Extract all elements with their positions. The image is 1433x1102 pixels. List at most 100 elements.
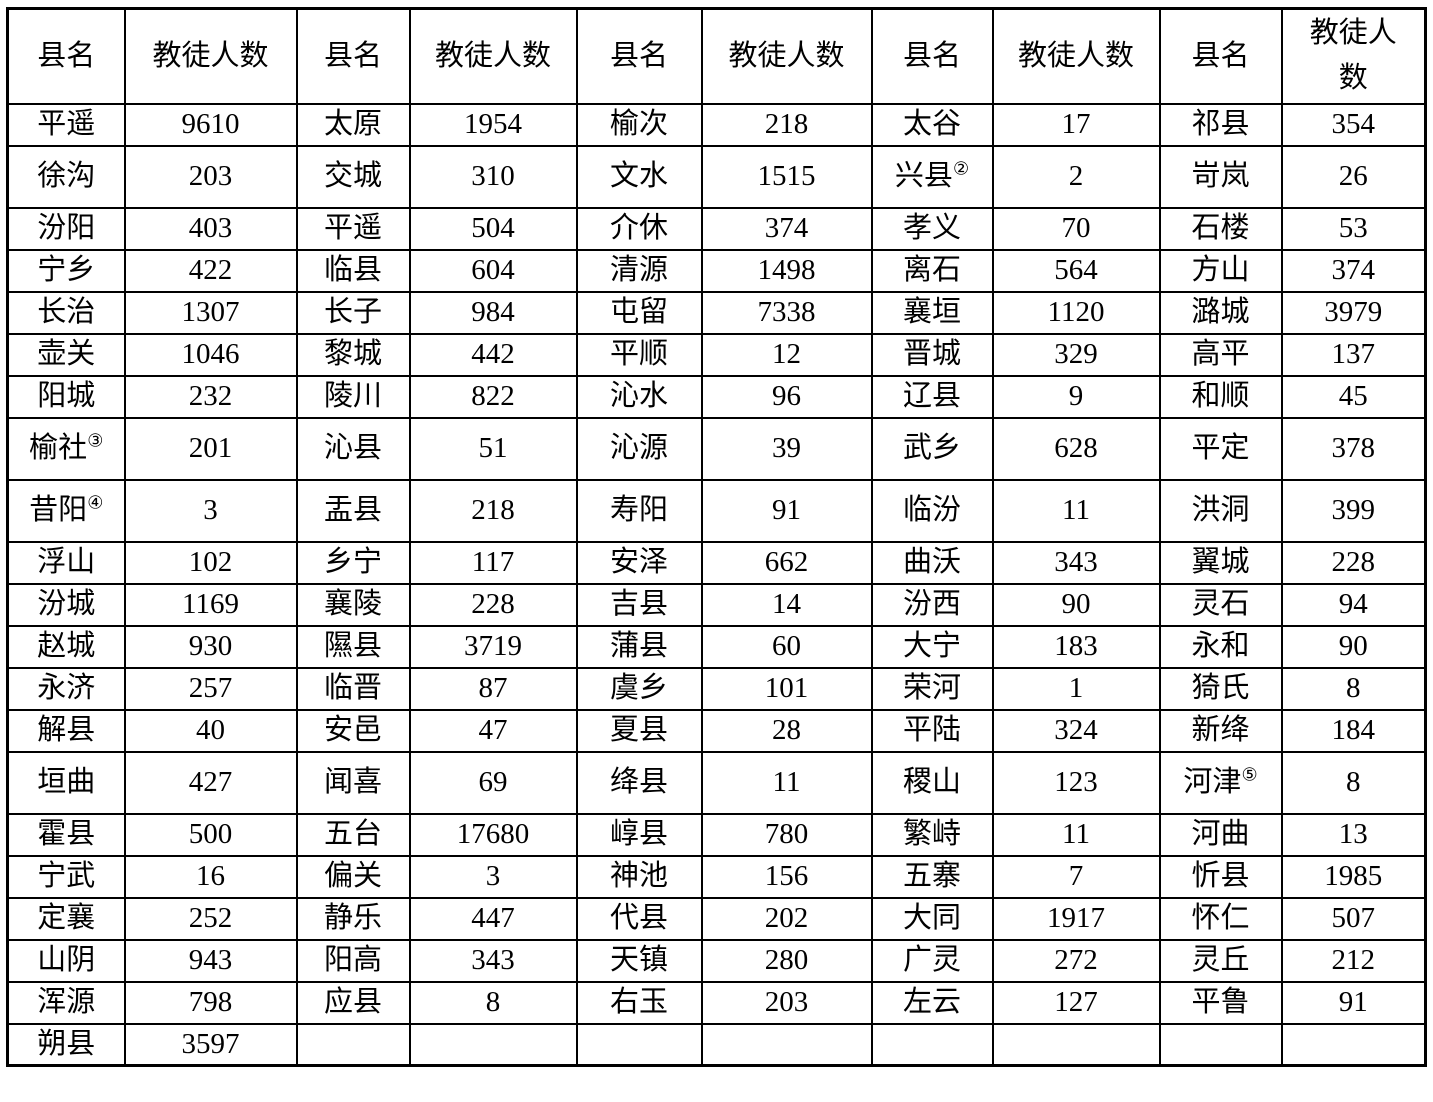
believer-count-cell: 628 — [991, 416, 1161, 481]
believer-count-cell: 11 — [991, 478, 1161, 543]
county-name-cell: 长治 — [6, 290, 126, 335]
table-header: 县名 教徒人数 县名 教徒人数 县名 教徒人数 县名 教徒人数 县名 教徒人数 — [6, 7, 1427, 105]
county-name-cell — [870, 1022, 994, 1067]
county-name-cell: 夏县 — [575, 708, 703, 753]
believer-count-cell: 310 — [408, 144, 578, 209]
county-name-cell: 孝义 — [870, 206, 994, 251]
believer-count-cell: 399 — [1280, 478, 1427, 543]
believer-count-cell: 14 — [700, 582, 873, 627]
county-name-cell — [295, 1022, 411, 1067]
believer-count-cell: 252 — [123, 896, 298, 941]
table-row: 徐沟 203 交城 310 文水 1515 兴县② 2 岢岚 26 — [6, 144, 1427, 209]
count-header: 教徒人数 — [123, 7, 298, 105]
believer-count-cell: 39 — [700, 416, 873, 481]
county-name-cell: 五台 — [295, 812, 411, 857]
county-name-cell: 襄垣 — [870, 290, 994, 335]
count-header: 教徒人数 — [700, 7, 873, 105]
county-name-cell: 洪洞 — [1158, 478, 1283, 543]
believer-count-cell: 17680 — [408, 812, 578, 857]
believer-count-cell: 1169 — [123, 582, 298, 627]
county-name-cell: 霍县 — [6, 812, 126, 857]
county-name-cell: 静乐 — [295, 896, 411, 941]
county-name-cell: 右玉 — [575, 980, 703, 1025]
believer-count-cell: 3597 — [123, 1022, 298, 1067]
county-name-cell: 陵川 — [295, 374, 411, 419]
county-name-cell: 山阴 — [6, 938, 126, 983]
county-name-cell: 蒲县 — [575, 624, 703, 669]
county-header: 县名 — [295, 7, 411, 105]
county-name-cell: 广灵 — [870, 938, 994, 983]
county-name-cell: 平遥 — [6, 102, 126, 147]
believer-count-cell: 203 — [123, 144, 298, 209]
believer-count-cell: 40 — [123, 708, 298, 753]
county-name-cell: 曲沃 — [870, 540, 994, 585]
believer-count-cell — [700, 1022, 873, 1067]
county-name-cell: 永和 — [1158, 624, 1283, 669]
county-name-cell: 应县 — [295, 980, 411, 1025]
county-name-cell: 闻喜 — [295, 750, 411, 815]
believer-count-cell: 798 — [123, 980, 298, 1025]
believer-count-cell: 257 — [123, 666, 298, 711]
believer-count-cell: 218 — [700, 102, 873, 147]
table-row: 阳城 232 陵川 822 沁水 96 辽县 9 和顺 45 — [6, 374, 1427, 419]
count-header-wrapped-label: 教徒人数 — [1309, 17, 1397, 95]
believer-count-cell: 507 — [1280, 896, 1427, 941]
believer-count-cell: 8 — [408, 980, 578, 1025]
county-name-cell: 沁水 — [575, 374, 703, 419]
county-name-cell: 盂县 — [295, 478, 411, 543]
footnote-marker: ④ — [87, 492, 104, 513]
table-body: 平遥 9610 太原 1954 榆次 218 太谷 17 祁县 354 徐沟 203 交城 310 文水 15… — [6, 102, 1427, 1067]
county-header: 县名 — [6, 7, 126, 105]
county-name-cell: 平定 — [1158, 416, 1283, 481]
believer-count-cell: 201 — [123, 416, 298, 481]
believer-count-cell: 127 — [991, 980, 1161, 1025]
county-name-cell: 沁县 — [295, 416, 411, 481]
county-name-cell: 阳城 — [6, 374, 126, 419]
believer-count-cell: 228 — [1280, 540, 1427, 585]
county-name-cell: 黎城 — [295, 332, 411, 377]
count-header: 教徒人数 — [408, 7, 578, 105]
county-name-cell: 绛县 — [575, 750, 703, 815]
believer-count-cell: 28 — [700, 708, 873, 753]
footnote-marker: ③ — [87, 430, 104, 451]
county-name-cell: 徐沟 — [6, 144, 126, 209]
believer-count-cell: 427 — [123, 750, 298, 815]
county-name-cell: 繁峙 — [870, 812, 994, 857]
table-row: 平遥 9610 太原 1954 榆次 218 太谷 17 祁县 354 — [6, 102, 1427, 147]
believer-count-cell: 1515 — [700, 144, 873, 209]
believer-count-cell: 60 — [700, 624, 873, 669]
believer-count-cell: 45 — [1280, 374, 1427, 419]
county-name-cell: 朔县 — [6, 1022, 126, 1067]
table-row: 垣曲 427 闻喜 69 绛县 11 稷山 123 河津⑤ 8 — [6, 750, 1427, 815]
county-name-cell: 临晋 — [295, 666, 411, 711]
believer-count-cell: 102 — [123, 540, 298, 585]
county-name-cell: 河津⑤ — [1158, 750, 1283, 815]
county-name-cell: 大同 — [870, 896, 994, 941]
table-row: 定襄 252 静乐 447 代县 202 大同 1917 怀仁 507 — [6, 896, 1427, 941]
county-name-cell: 和顺 — [1158, 374, 1283, 419]
county-name-cell: 宁乡 — [6, 248, 126, 293]
believer-count-cell: 504 — [408, 206, 578, 251]
table-row: 榆社③ 201 沁县 51 沁源 39 武乡 628 平定 378 — [6, 416, 1427, 481]
believer-count-cell: 930 — [123, 624, 298, 669]
believer-count-cell: 53 — [1280, 206, 1427, 251]
believer-count-cell: 1985 — [1280, 854, 1427, 899]
county-name-cell: 昔阳④ — [6, 478, 126, 543]
county-name-cell: 宁武 — [6, 854, 126, 899]
believer-count-cell: 343 — [991, 540, 1161, 585]
county-name-cell: 安泽 — [575, 540, 703, 585]
believer-count-cell: 87 — [408, 666, 578, 711]
county-name-cell — [575, 1022, 703, 1067]
believer-count-cell: 2 — [991, 144, 1161, 209]
believer-count-cell: 343 — [408, 938, 578, 983]
table-row: 昔阳④ 3 盂县 218 寿阳 91 临汾 11 洪洞 399 — [6, 478, 1427, 543]
county-name-cell: 隰县 — [295, 624, 411, 669]
table-row: 汾城 1169 襄陵 228 吉县 14 汾西 90 灵石 94 — [6, 582, 1427, 627]
believer-count-cell: 1307 — [123, 290, 298, 335]
believer-count-cell — [1280, 1022, 1427, 1067]
believer-count-cell: 374 — [700, 206, 873, 251]
county-name-cell: 灵石 — [1158, 582, 1283, 627]
county-header: 县名 — [1158, 7, 1283, 105]
county-name-cell: 离石 — [870, 248, 994, 293]
believer-count-cell: 1917 — [991, 896, 1161, 941]
